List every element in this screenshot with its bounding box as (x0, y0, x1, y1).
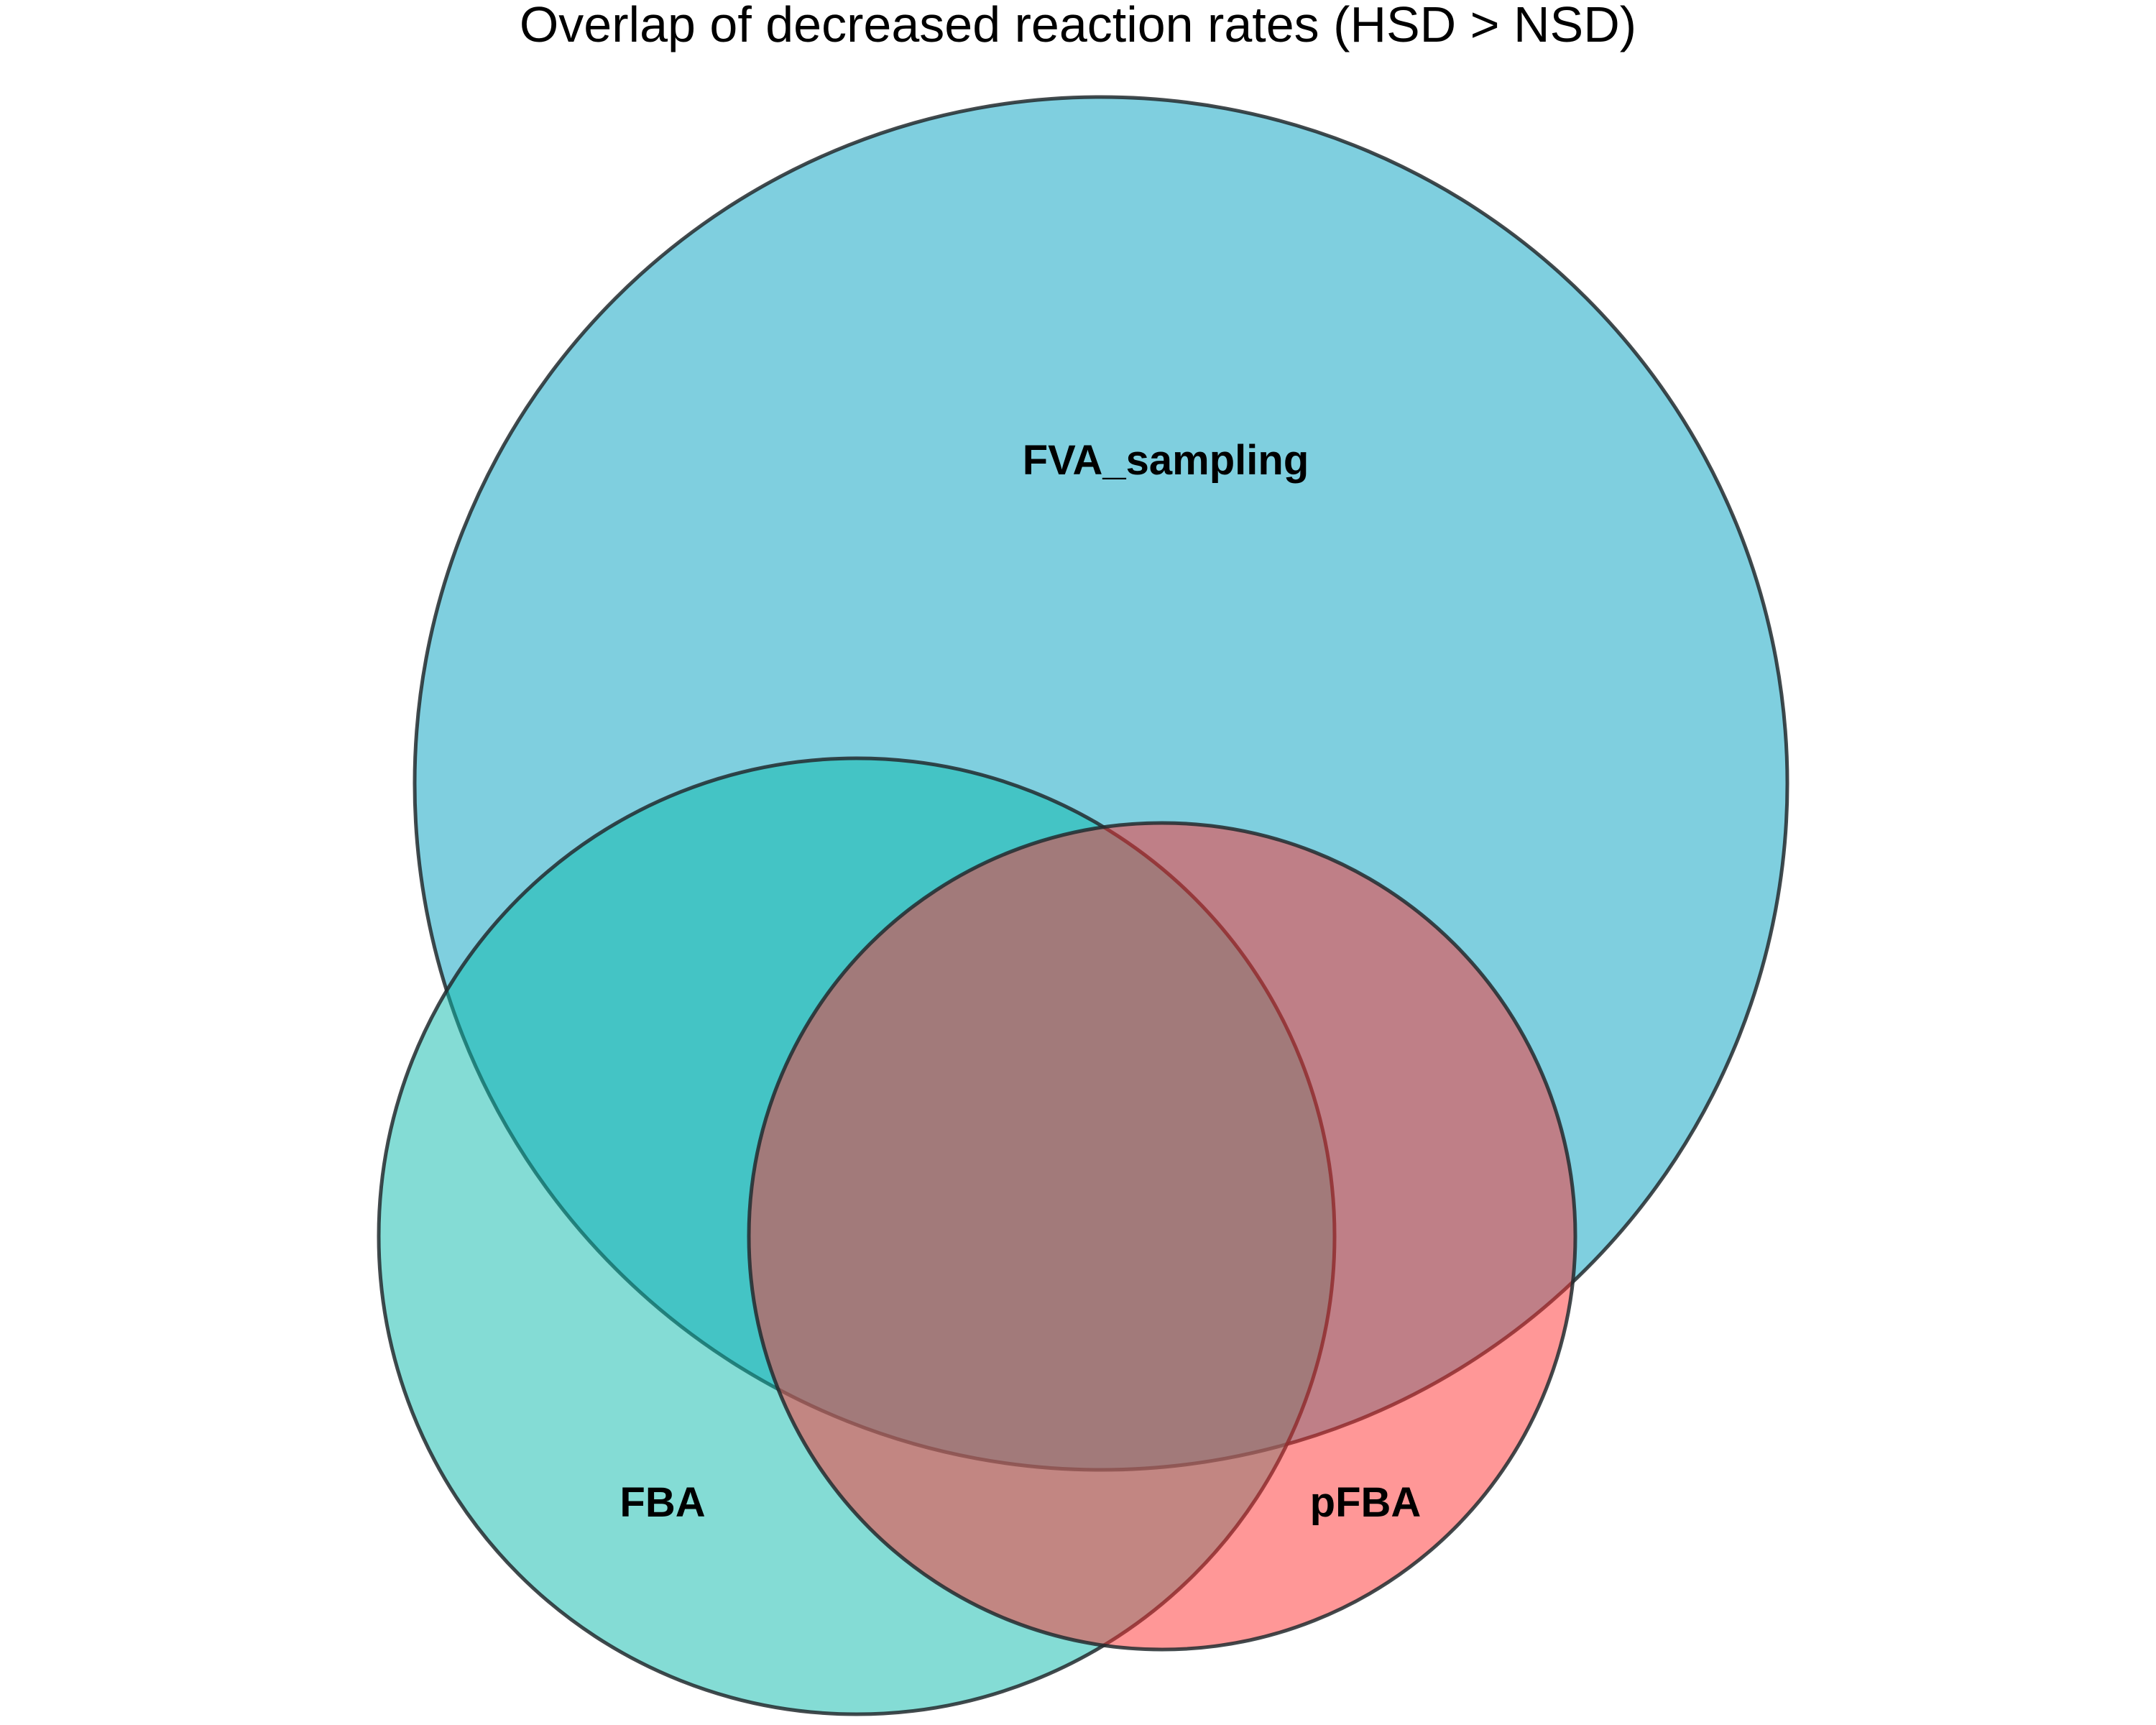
diagram-title: Overlap of decreased reaction rates (HSD… (520, 0, 1636, 52)
fva-sampling-set-label: FVA_sampling (1023, 437, 1309, 484)
fba-set-label: FBA (619, 1479, 705, 1526)
pfba-set-circle (747, 821, 1577, 1652)
pfba-set-label: pFBA (1310, 1479, 1422, 1526)
